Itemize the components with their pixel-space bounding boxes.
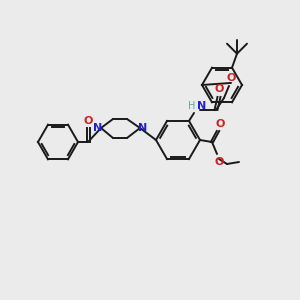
Text: H: H [188,101,195,111]
Text: O: O [214,84,224,94]
Text: O: O [226,73,236,83]
Text: N: N [197,101,206,111]
Text: O: O [83,116,93,126]
Text: N: N [138,123,148,133]
Text: N: N [93,123,103,133]
Text: O: O [214,157,224,167]
Text: O: O [215,119,225,129]
